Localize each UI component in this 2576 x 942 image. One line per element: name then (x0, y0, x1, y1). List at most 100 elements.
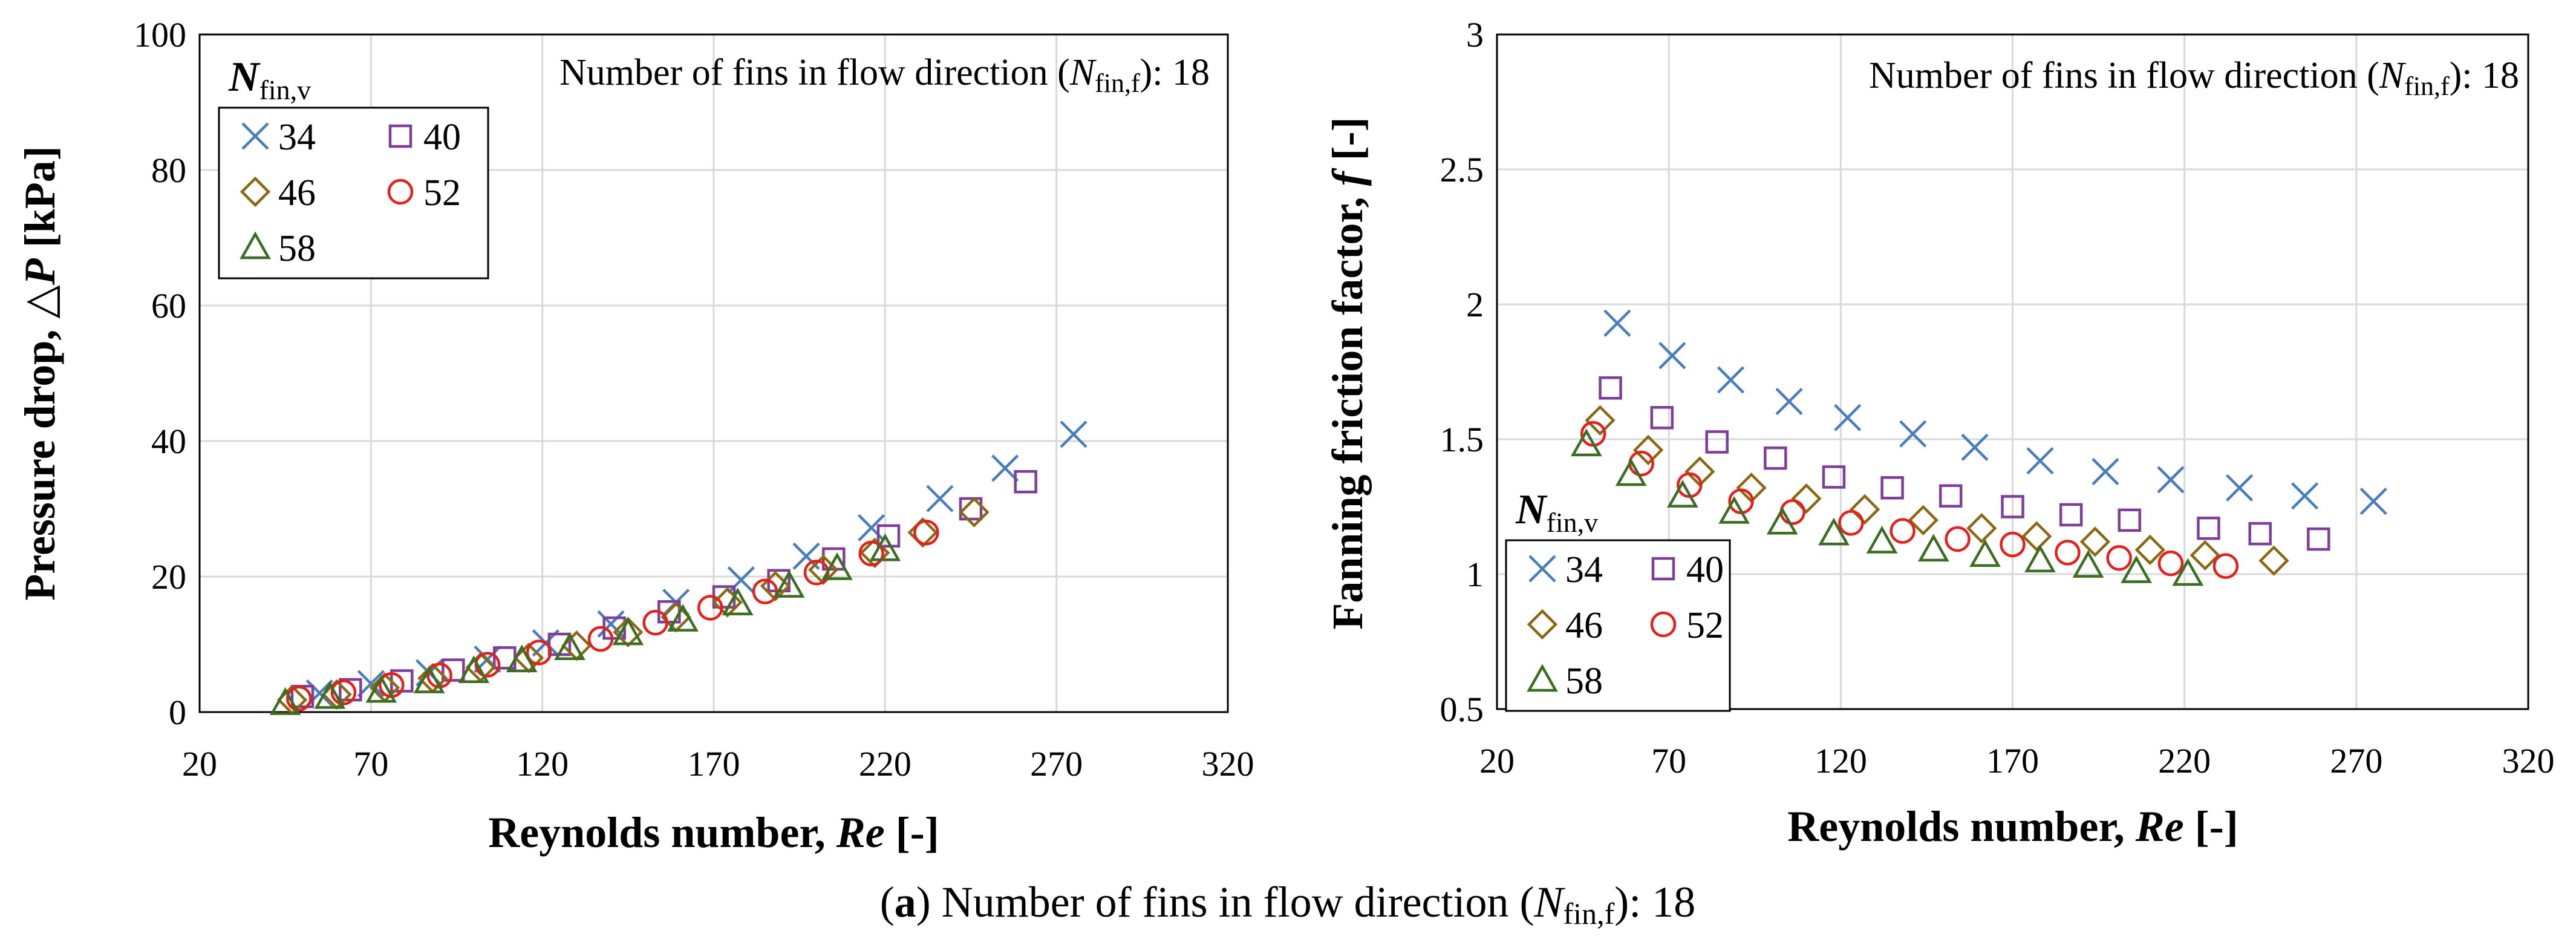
data-point (752, 578, 778, 604)
data-point (1718, 496, 1750, 524)
y-tick-label: 0.5 (1440, 690, 1484, 729)
y-tick-label: 3 (1466, 15, 1484, 54)
legend-entries: 34 40 46 52 58 (240, 117, 461, 269)
data-point (442, 658, 465, 682)
data-point (1945, 526, 1971, 552)
x-axis-title-symbol: Re (2135, 802, 2184, 851)
data-point (1834, 404, 1862, 431)
data-point (1966, 512, 1997, 544)
x-axis-title-prefix: Reynolds number, (488, 808, 836, 857)
data-point (526, 639, 552, 666)
data-point (876, 524, 901, 548)
data-point (2118, 508, 2141, 532)
series-58 (269, 533, 901, 715)
legend-label-58: 58 (1565, 661, 1603, 702)
friction-factor-chart: 0.5 1 1.5 2 2.5 3 20 70 120 170 220 270 320 Fanning… (1323, 15, 2555, 851)
data-point (959, 497, 983, 521)
x-tick-label: 170 (1986, 741, 2039, 780)
x-tick-label: 20 (1479, 741, 1515, 780)
legend-entries: 34 40 46 52 58 (1527, 549, 1724, 702)
data-point (2248, 522, 2272, 546)
data-point (1014, 469, 1037, 494)
data-point (2291, 482, 2319, 510)
annotation-prefix: Number of fins in flow direction ( (559, 52, 1070, 93)
data-point (1939, 484, 1963, 508)
x-axis-title-symbol: Re (836, 808, 885, 857)
y-axis-title-prefix: Pressure drop, (16, 319, 64, 601)
y-tick-label: 1 (1466, 555, 1484, 594)
annotation-prefix: Number of fins in flow direction ( (1869, 55, 2379, 96)
legend-marker-46 (240, 176, 271, 208)
data-point (2106, 545, 2132, 571)
data-point (314, 681, 346, 709)
legend-marker-58 (240, 231, 271, 260)
friction-factor-x-tick-labels: 20 70 120 170 220 270 320 (1479, 741, 2555, 780)
series-46 (1585, 405, 2289, 576)
data-point (1899, 420, 1927, 448)
data-point (642, 609, 668, 636)
data-point (2121, 555, 2152, 583)
data-point (859, 537, 890, 568)
data-point (1667, 480, 1698, 508)
x-tick-label: 270 (2330, 741, 2382, 780)
data-point (858, 514, 885, 541)
data-point (612, 617, 644, 646)
data-point (2092, 457, 2119, 486)
data-point (667, 604, 699, 632)
data-point (1849, 494, 1880, 525)
x-tick-label: 20 (182, 744, 217, 783)
data-point (712, 587, 743, 618)
annotation-sub: fin,f (2404, 71, 2450, 101)
caption-symbol: N (1534, 878, 1566, 926)
data-point (2307, 527, 2330, 551)
figure-caption: (a) Number of fins in flow direction (Nf… (880, 878, 1695, 931)
data-point (2157, 550, 2184, 577)
series-34 (305, 420, 1087, 707)
data-point (1866, 525, 1898, 554)
x-axis-title-prefix: Reynolds number, (1787, 802, 2135, 851)
data-point (1060, 420, 1087, 448)
data-point (2197, 516, 2220, 540)
data-point (1775, 387, 1803, 416)
y-tick-label: 1.5 (1440, 420, 1484, 459)
legend-label-46: 46 (1565, 605, 1603, 646)
pressure-drop-y-axis-title: Pressure drop, △P [kPa] (16, 146, 64, 600)
legend-marker-58 (1527, 664, 1558, 692)
data-point (1603, 309, 1631, 337)
x-tick-label: 320 (2502, 741, 2555, 780)
legend-label-40: 40 (1686, 549, 1724, 590)
legend-label-58: 58 (278, 228, 316, 269)
data-point (269, 687, 301, 715)
legend-label-52: 52 (1686, 605, 1724, 646)
friction-factor-annotation: Number of fins in flow direction (Nfin,f… (1869, 55, 2519, 101)
y-tick-label: 60 (151, 286, 186, 325)
data-point (722, 587, 754, 616)
pressure-drop-series (269, 420, 1087, 716)
legend-label-34: 34 (278, 117, 316, 158)
y-axis-title-suffix: [-] (1323, 117, 1372, 171)
data-point (1650, 406, 1674, 430)
legend-marker-52 (1650, 611, 1677, 638)
data-point (773, 570, 805, 598)
caption-sub: fin,f (1564, 897, 1615, 931)
data-point (1717, 366, 1745, 394)
data-point (597, 610, 625, 638)
y-tick-label: 100 (134, 15, 186, 54)
data-point (1880, 476, 1904, 500)
pressure-drop-x-tick-labels: 20 70 120 170 220 270 320 (182, 744, 1254, 783)
data-point (991, 454, 1019, 482)
data-point (2055, 540, 2081, 566)
annotation-suffix: ): 18 (2450, 55, 2519, 96)
pressure-drop-chart: 0 20 40 60 80 100 20 70 120 170 220 270 320 Pressur… (16, 15, 1254, 857)
friction-factor-y-tick-labels: 0.5 1 1.5 2 2.5 3 (1440, 15, 1484, 729)
data-point (2079, 526, 2111, 557)
data-point (1822, 465, 1846, 489)
legend-title: Nfin,v (1515, 486, 1598, 538)
data-point (727, 566, 755, 594)
data-point (1890, 518, 1916, 544)
y-axis-title-prefix: Fanning friction factor, (1323, 186, 1372, 629)
legend-label-46: 46 (278, 172, 316, 214)
series-40 (1599, 376, 2330, 551)
data-point (858, 540, 884, 567)
